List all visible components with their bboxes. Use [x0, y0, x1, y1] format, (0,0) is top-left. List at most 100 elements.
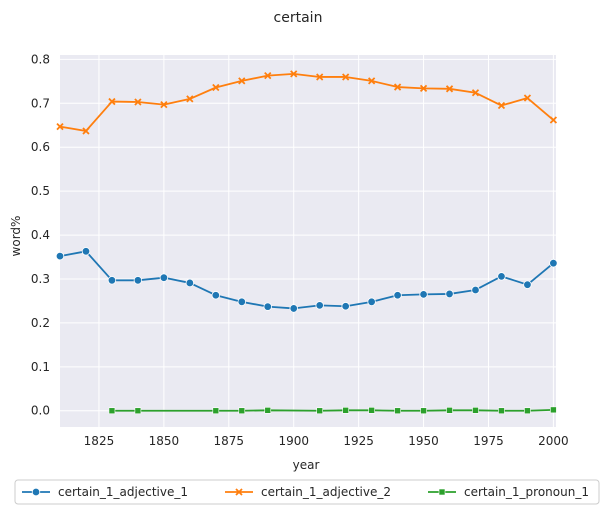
y-tick-label: 0.4: [31, 228, 50, 242]
data-point: [367, 297, 376, 307]
x-marker-stroke: [238, 77, 246, 85]
x-marker-stroke: [342, 73, 350, 81]
data-point: [290, 70, 298, 78]
y-tick-label: 0.3: [31, 272, 50, 286]
legend-entry: certain_1_adjective_1: [22, 485, 188, 499]
series-layer: [55, 70, 558, 415]
data-point: [341, 302, 350, 311]
data-point: [133, 276, 143, 285]
x-marker-stroke: [549, 116, 558, 124]
data-point: [523, 280, 532, 289]
legend-entry: certain_1_adjective_2: [225, 485, 391, 499]
plot-area: [60, 55, 556, 427]
data-point: [472, 407, 479, 414]
legend-label: certain_1_adjective_1: [58, 485, 188, 499]
data-point: [497, 101, 506, 110]
data-point: [56, 122, 64, 131]
data-point: [523, 94, 532, 102]
data-point: [497, 272, 506, 281]
data-point: [367, 77, 376, 85]
data-point: [524, 407, 531, 415]
data-point: [108, 97, 116, 106]
data-point: [186, 95, 194, 103]
x-tick-label: 1925: [343, 434, 374, 448]
data-point: [420, 407, 427, 415]
data-point: [471, 285, 480, 295]
x-marker-stroke: [134, 98, 142, 106]
data-point: [419, 290, 428, 299]
legend-box: [14, 479, 600, 505]
series-certain_1_pronoun_1: [108, 406, 557, 415]
data-point: [289, 304, 298, 313]
x-marker-stroke: [393, 83, 402, 91]
data-point: [212, 407, 220, 415]
data-point: [393, 83, 402, 91]
y-tick-label: 0.0: [31, 404, 50, 418]
x-marker-stroke: [367, 77, 376, 85]
legend-marker: [31, 487, 41, 497]
x-marker-stroke: [108, 97, 116, 106]
data-point: [263, 302, 272, 311]
data-point: [419, 84, 428, 93]
data-point: [316, 407, 323, 415]
legend-marker: [235, 488, 243, 496]
x-marker-stroke: [316, 73, 324, 81]
data-point: [237, 297, 246, 307]
data-point: [316, 73, 324, 81]
x-axis-ticks: 1825 1850 1875 1900 1925 1950 1975 2000: [84, 434, 569, 448]
x-tick-label: 2000: [538, 434, 569, 448]
x-marker-stroke: [290, 70, 298, 78]
data-point: [498, 407, 505, 415]
data-point: [108, 407, 116, 415]
data-point: [55, 251, 65, 261]
data-point: [134, 98, 142, 106]
data-point: [445, 289, 454, 299]
x-tick-label: 1825: [84, 434, 115, 448]
x-tick-label: 1850: [149, 434, 180, 448]
x-marker-stroke: [264, 72, 272, 80]
series-certain_1_adjective_2: [56, 70, 558, 135]
legend: certain_1_adjective_1 certain_1_adjective…: [14, 479, 600, 505]
x-marker-stroke: [56, 122, 64, 131]
series-line: [59, 72, 554, 132]
x-marker-stroke: [186, 95, 194, 103]
y-axis-label: word%: [9, 216, 23, 257]
data-point: [238, 407, 246, 415]
x-tick-label: 1900: [278, 434, 309, 448]
data-point: [82, 127, 90, 135]
data-point: [368, 407, 375, 414]
data-point: [446, 407, 453, 414]
x-marker-stroke: [471, 89, 480, 97]
data-point: [471, 89, 480, 97]
x-marker-stroke: [419, 84, 428, 93]
data-point: [342, 407, 349, 414]
data-point: [212, 83, 220, 92]
series-line: [59, 250, 554, 310]
data-point: [160, 100, 168, 109]
data-point: [211, 291, 221, 300]
data-point: [394, 407, 401, 415]
y-tick-label: 0.2: [31, 316, 50, 330]
y-axis-ticks: 0.0 0.1 0.2 0.3 0.4 0.5 0.6 0.7 0.8: [31, 52, 50, 417]
chart-title: certain: [274, 10, 323, 26]
y-tick-label: 0.7: [31, 96, 50, 110]
legend-marker: [438, 488, 446, 496]
x-marker-stroke: [235, 488, 243, 496]
x-tick-label: 1975: [473, 434, 504, 448]
data-point: [81, 247, 91, 256]
legend-label: certain_1_pronoun_1: [464, 485, 589, 499]
data-point: [185, 278, 195, 288]
x-marker-stroke: [212, 83, 220, 92]
data-point: [393, 291, 402, 300]
data-point: [445, 85, 454, 93]
data-point: [238, 77, 246, 85]
data-point: [264, 407, 272, 414]
legend-entry: certain_1_pronoun_1: [428, 485, 589, 499]
legend-label: certain_1_adjective_2: [261, 485, 391, 499]
x-axis-label: year: [293, 458, 320, 472]
data-point: [264, 72, 272, 80]
series-certain_1_adjective_1: [55, 247, 558, 313]
x-tick-label: 1950: [408, 434, 439, 448]
